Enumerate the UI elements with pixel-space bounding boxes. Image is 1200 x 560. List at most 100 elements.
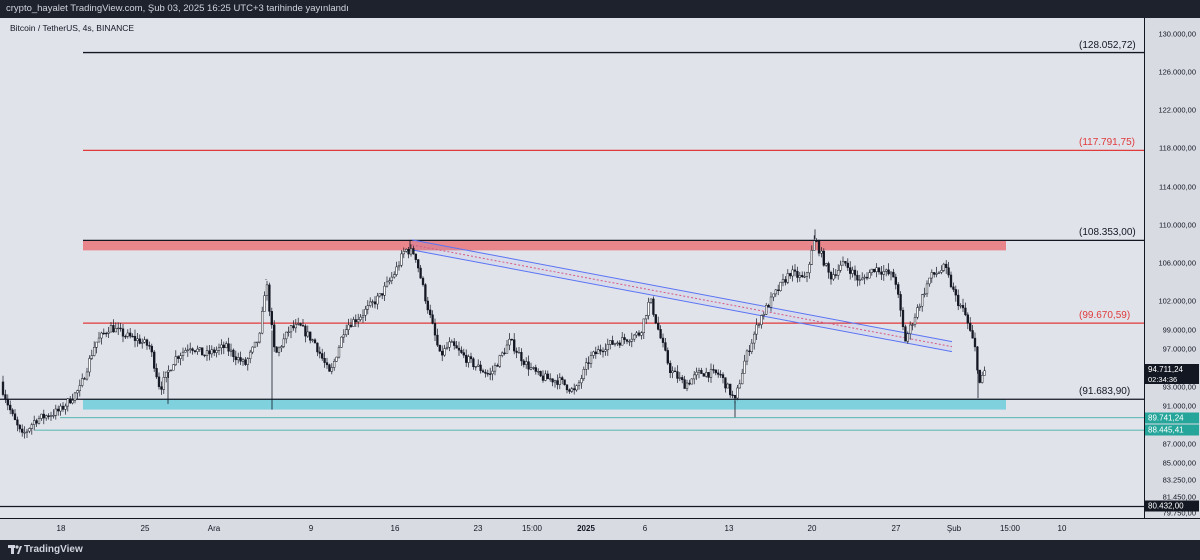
candle-body — [803, 276, 806, 278]
candle-body — [954, 289, 957, 296]
candle-body — [969, 322, 972, 331]
candle-body — [316, 342, 319, 353]
time-tick-label: 2025 — [577, 524, 595, 533]
candle-body — [717, 372, 720, 375]
candle-body — [657, 322, 660, 330]
candle-body — [441, 350, 444, 356]
candle-body — [649, 298, 653, 303]
price-tick-label: 79.750,00 — [1162, 508, 1196, 518]
candle-body — [285, 331, 288, 340]
candle-body — [121, 328, 125, 337]
candle-body — [822, 250, 825, 266]
publisher-info: crypto_hayalet TradingView.com, Şub 03, … — [6, 3, 349, 14]
candle-body — [71, 400, 74, 404]
candle-body — [625, 339, 629, 342]
price-tick-label: 110.000,00 — [1159, 220, 1196, 230]
candle-body — [815, 240, 818, 242]
candle-body — [136, 338, 139, 341]
candle-body — [265, 284, 269, 296]
price-axis[interactable]: 130.000,00 126.000,00 122.000,00 118.000,00… — [1144, 18, 1200, 518]
candle-body — [573, 388, 576, 391]
candle-body — [133, 335, 137, 341]
candle-body — [861, 277, 864, 281]
candle-body — [33, 420, 36, 425]
candle-body — [712, 369, 715, 371]
candle-body — [474, 366, 477, 368]
candle-body — [191, 348, 194, 351]
candle-body — [616, 342, 619, 344]
candle-body — [743, 360, 746, 374]
candle-body — [481, 370, 485, 373]
candle-body — [385, 281, 389, 287]
candle-body — [983, 370, 986, 376]
trend-channel-mid — [411, 244, 953, 348]
candle-body — [109, 325, 113, 333]
candle-body — [676, 371, 679, 379]
candle-body — [611, 340, 614, 345]
candle-body — [318, 351, 321, 354]
candle-body — [369, 301, 372, 306]
candle-body — [618, 342, 621, 346]
candle-body — [172, 364, 175, 371]
candle-body — [863, 276, 866, 279]
candle-body — [81, 378, 84, 386]
publish-bar: crypto_hayalet TradingView.com, Şub 03, … — [0, 0, 1200, 18]
candle-body — [733, 394, 737, 399]
candle-body — [402, 251, 405, 255]
candle-body — [825, 263, 828, 266]
candle-body — [395, 266, 398, 275]
candle-body — [107, 331, 110, 334]
time-axis[interactable]: 18 25 Ara 9 16 23 15:00 2025 6 13 20 27 Şub 15:00 10 — [0, 518, 1200, 540]
candle-body — [546, 373, 549, 380]
candle-body — [935, 273, 938, 275]
candle-body — [681, 377, 684, 380]
candle-body — [69, 398, 72, 404]
candle-body — [693, 374, 696, 380]
candle-body — [570, 388, 573, 392]
candle-body — [361, 315, 365, 318]
candle-body — [585, 362, 588, 370]
candle-body — [400, 253, 403, 266]
candle-body — [729, 383, 732, 396]
candle-body — [748, 350, 751, 352]
price-chart[interactable] — [0, 18, 1144, 518]
candle-body — [335, 356, 338, 362]
candle-body — [25, 430, 29, 433]
candle-body — [875, 267, 878, 272]
candle-body — [558, 377, 561, 385]
candle-body — [78, 385, 81, 391]
candle-body — [971, 330, 974, 339]
candle-body — [568, 389, 571, 392]
candle-body — [304, 325, 307, 337]
support-zone — [83, 399, 1006, 410]
candle-body — [813, 240, 816, 251]
time-tick-label: 27 — [891, 524, 901, 533]
bottom-price-tag: 80.432,00 — [1145, 500, 1199, 512]
candle-body — [52, 415, 55, 417]
candle-body — [839, 264, 842, 271]
candle-body — [829, 272, 833, 280]
candle-countdown: 02:34:36 — [1148, 375, 1178, 385]
candle-body — [64, 405, 67, 410]
candle-body — [928, 277, 931, 285]
candle-body — [297, 323, 300, 325]
candle-body — [978, 369, 981, 383]
candle-body — [237, 357, 240, 361]
candle-body — [323, 358, 326, 363]
candle-body — [873, 268, 876, 272]
candle-body — [604, 349, 607, 352]
time-tick-label: Şub — [946, 524, 962, 533]
chart-area[interactable]: Bitcoin / TetherUS, 4s, BINANCE (128.052… — [0, 18, 1144, 518]
candle-body — [702, 373, 705, 377]
candle-body — [913, 316, 917, 325]
price-tick-label: 99.000,00 — [1162, 325, 1196, 334]
candle-body — [73, 392, 77, 401]
candle-body — [613, 343, 617, 345]
candle-body — [153, 351, 156, 369]
price-tick-label: 126.000,00 — [1158, 67, 1196, 77]
candle-body — [541, 375, 545, 381]
candle-body — [85, 371, 89, 380]
candle-body — [16, 419, 19, 426]
candle-body — [371, 301, 374, 303]
